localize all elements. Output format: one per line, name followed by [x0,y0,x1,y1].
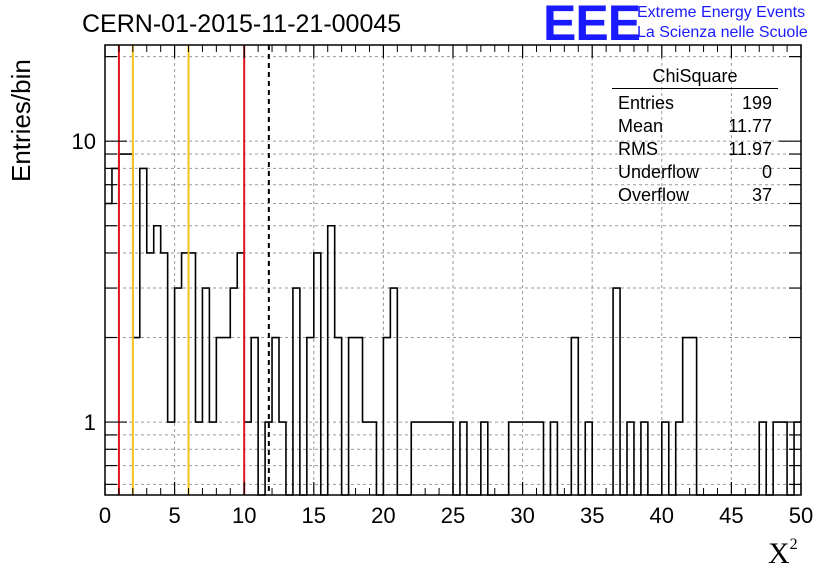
stats-row-underflow: Underflow 0 [618,162,772,182]
histogram-bin [613,288,620,495]
histogram-bin [112,168,119,495]
logo-line-1: Extreme Energy Events [637,4,806,21]
histogram-bin [140,168,147,495]
stats-box: ChiSquare Entries 199 Mean 11.77 RMS 11.97 … [612,66,778,207]
histogram-bin [237,253,244,495]
logo-line-2: La Scienza nelle Scuole [637,24,808,41]
stats-row-overflow: Overflow 37 [618,185,772,205]
x-axis-label: X2 [768,536,798,570]
histogram-bin [293,288,300,495]
histogram-bin [223,338,230,495]
histogram-bin [328,226,335,495]
x-tick-label: 35 [580,503,604,528]
x-tick-label: 20 [371,503,395,528]
reference-lines [117,45,270,495]
histogram-bin [161,253,168,495]
x-tick-label: 50 [789,503,813,528]
histogram-outline [105,153,801,496]
histogram-bin [230,288,237,495]
x-tick-label: 15 [302,503,326,528]
histogram-bin [683,338,690,495]
histogram-bin [189,253,196,495]
x-tick-label: 10 [232,503,256,528]
run-title: CERN-01-2015-11-21-00045 [82,10,402,38]
histogram-bin [335,338,342,495]
x-tick-label: 40 [650,503,674,528]
histogram-bin [307,338,314,495]
histogram-bin [571,338,578,495]
histogram-bin [272,338,279,495]
histogram-bin [105,203,112,495]
y-tick-label: 1 [84,410,96,435]
eee-logo-mark: EEE [543,0,641,51]
y-tick-label: 10 [72,129,96,154]
y-axis-label: Entries/bin [6,59,36,182]
x-tick-label: 25 [441,503,465,528]
axis-tick-labels: 0 5 10 15 20 25 30 35 40 45 50 1 10 [72,129,814,528]
stats-title: ChiSquare [612,66,778,89]
stats-row-mean: Mean 11.77 [618,116,772,136]
histogram-bin [690,338,697,495]
histogram-bin [147,253,154,495]
histogram-bin [390,288,397,495]
stats-row-rms: RMS 11.97 [618,139,772,159]
histogram-bin [175,288,182,495]
histogram-bars [105,153,801,496]
x-tick-label: 5 [168,503,180,528]
histogram-bin [216,338,223,495]
histogram-bin [314,253,321,495]
histogram-bin [119,154,126,495]
stats-row-entries: Entries 199 [618,93,772,113]
x-tick-label: 30 [510,503,534,528]
histogram-bin [349,338,356,495]
histogram-bin [356,338,363,495]
x-tick-label: 45 [719,503,743,528]
histogram-bin [383,338,390,495]
axis-ticks [104,45,802,495]
histogram-bin [133,338,140,495]
histogram-bin [251,338,258,495]
x-tick-label: 0 [99,503,111,528]
histogram-bin [182,253,189,495]
histogram-bin [202,288,209,495]
histogram-bin [126,154,133,495]
histogram-bin [154,226,161,495]
